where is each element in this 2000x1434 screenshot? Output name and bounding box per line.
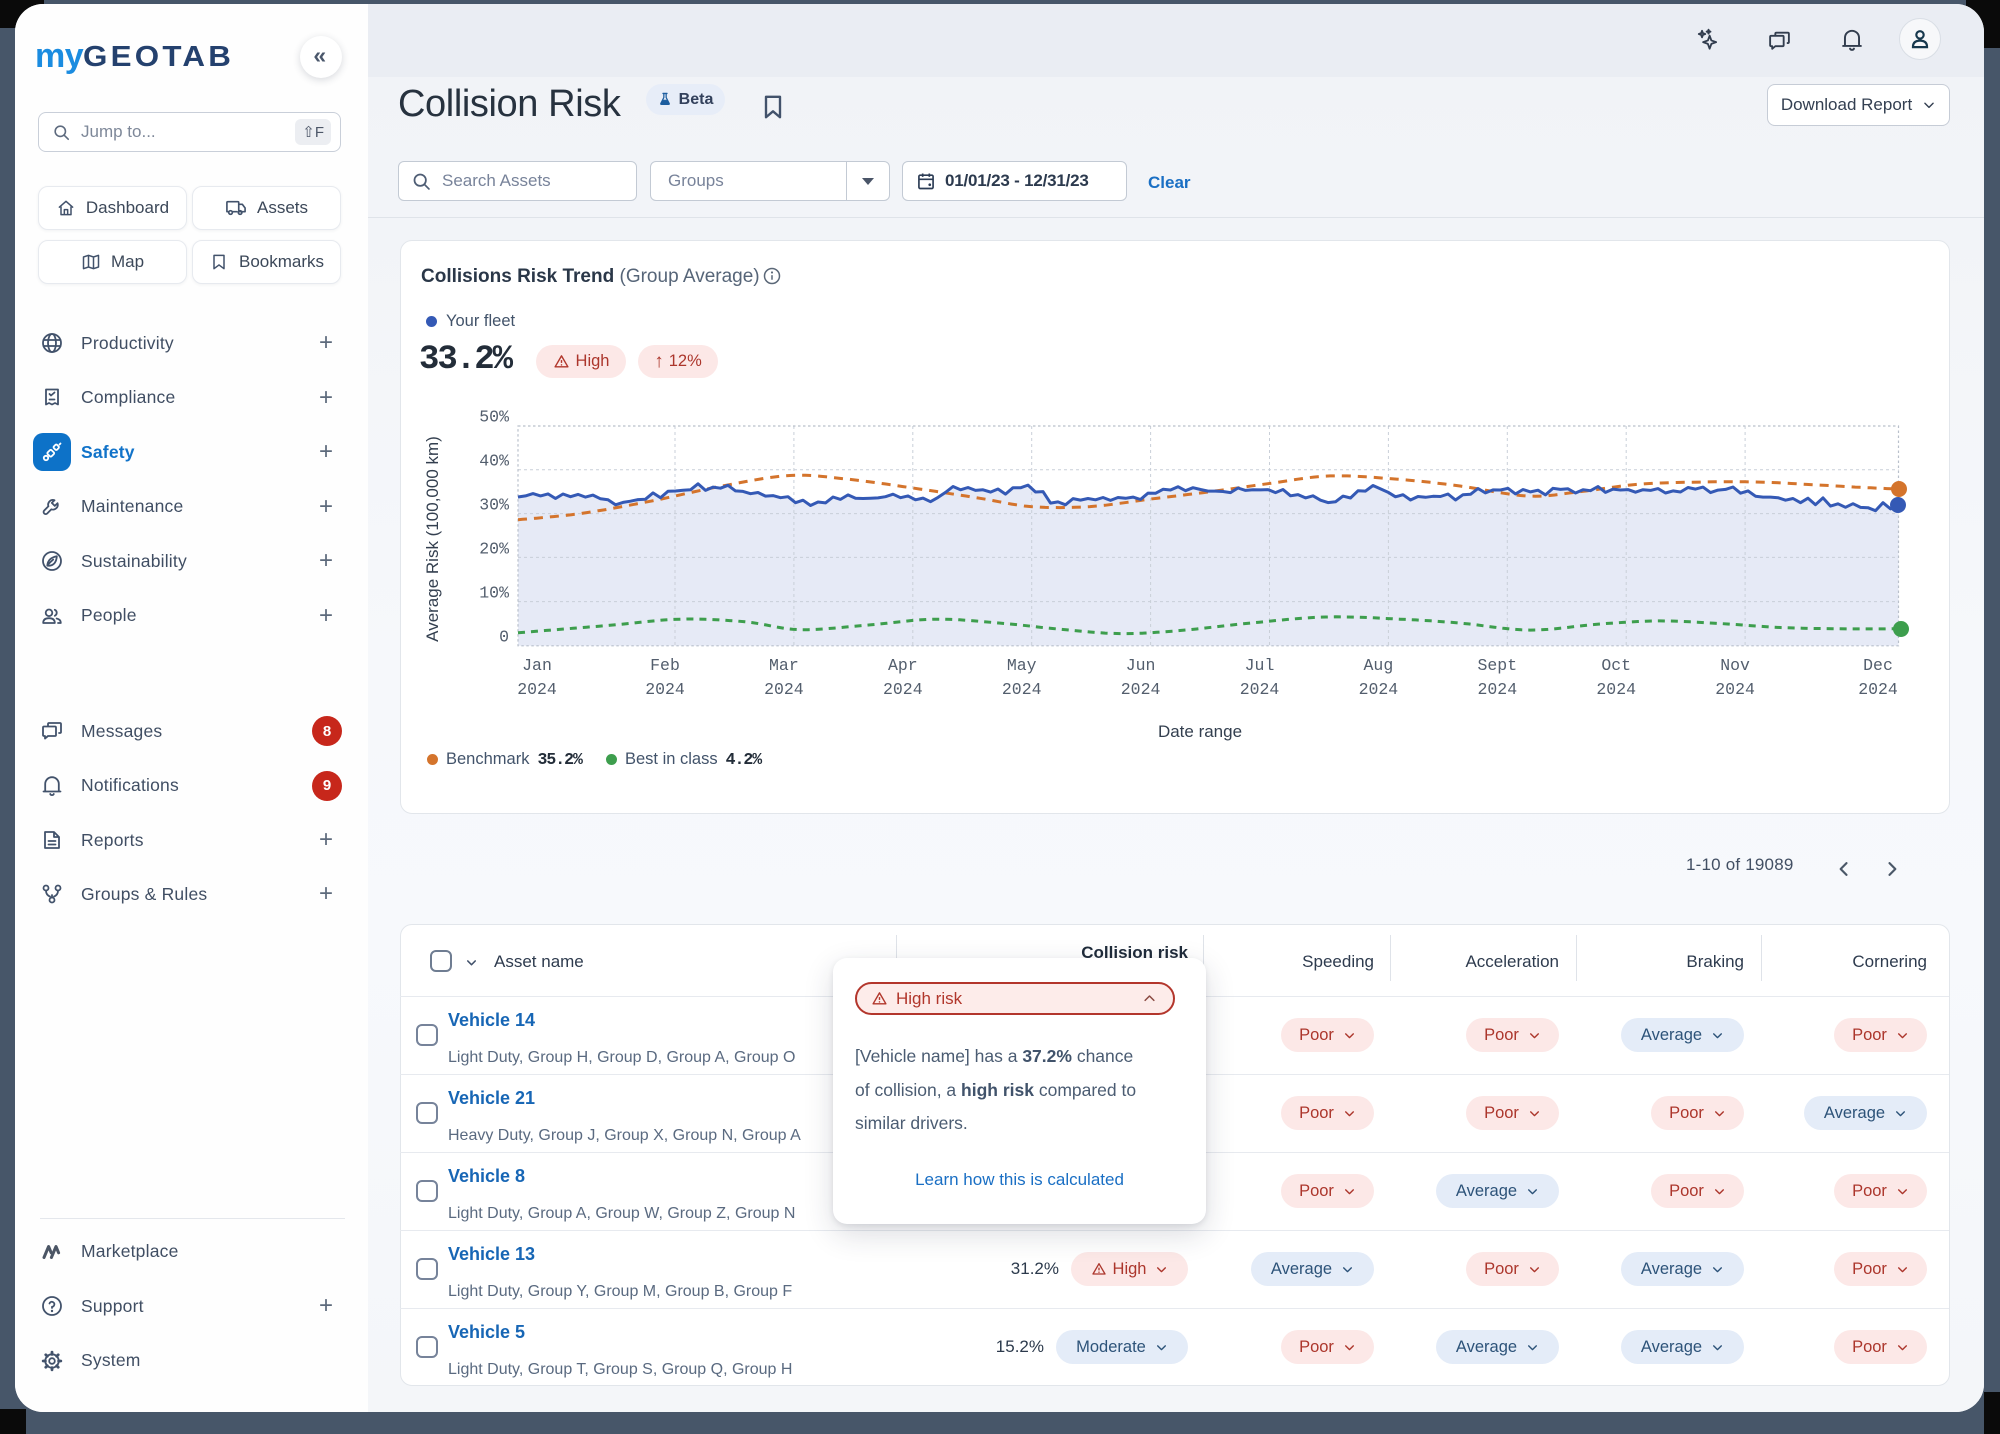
- svg-text:2024: 2024: [1858, 680, 1898, 699]
- svg-text:Nov: Nov: [1720, 656, 1750, 675]
- svg-text:10%: 10%: [479, 583, 509, 602]
- svg-text:2024: 2024: [1359, 680, 1399, 699]
- svg-text:Apr: Apr: [888, 656, 918, 675]
- svg-text:Aug: Aug: [1364, 656, 1394, 675]
- svg-text:2024: 2024: [883, 680, 923, 699]
- svg-text:Jun: Jun: [1126, 656, 1156, 675]
- svg-text:Mar: Mar: [769, 656, 799, 675]
- svg-text:20%: 20%: [479, 539, 509, 558]
- svg-text:2024: 2024: [1002, 680, 1042, 699]
- svg-text:Sept: Sept: [1477, 656, 1517, 675]
- svg-text:May: May: [1007, 656, 1037, 675]
- svg-text:30%: 30%: [479, 495, 509, 514]
- svg-text:Jul: Jul: [1245, 656, 1275, 675]
- svg-text:40%: 40%: [479, 452, 509, 471]
- svg-text:2024: 2024: [1121, 680, 1161, 699]
- svg-text:0: 0: [499, 627, 509, 646]
- svg-text:Jan: Jan: [522, 656, 552, 675]
- svg-text:2024: 2024: [1715, 680, 1755, 699]
- svg-text:50%: 50%: [479, 408, 509, 427]
- svg-text:Dec: Dec: [1863, 656, 1893, 675]
- svg-text:2024: 2024: [1240, 680, 1280, 699]
- svg-text:2024: 2024: [645, 680, 685, 699]
- svg-text:2024: 2024: [517, 680, 557, 699]
- svg-text:Oct: Oct: [1601, 656, 1631, 675]
- svg-text:2024: 2024: [1477, 680, 1517, 699]
- svg-text:2024: 2024: [764, 680, 804, 699]
- svg-text:Feb: Feb: [650, 656, 680, 675]
- svg-text:2024: 2024: [1596, 680, 1636, 699]
